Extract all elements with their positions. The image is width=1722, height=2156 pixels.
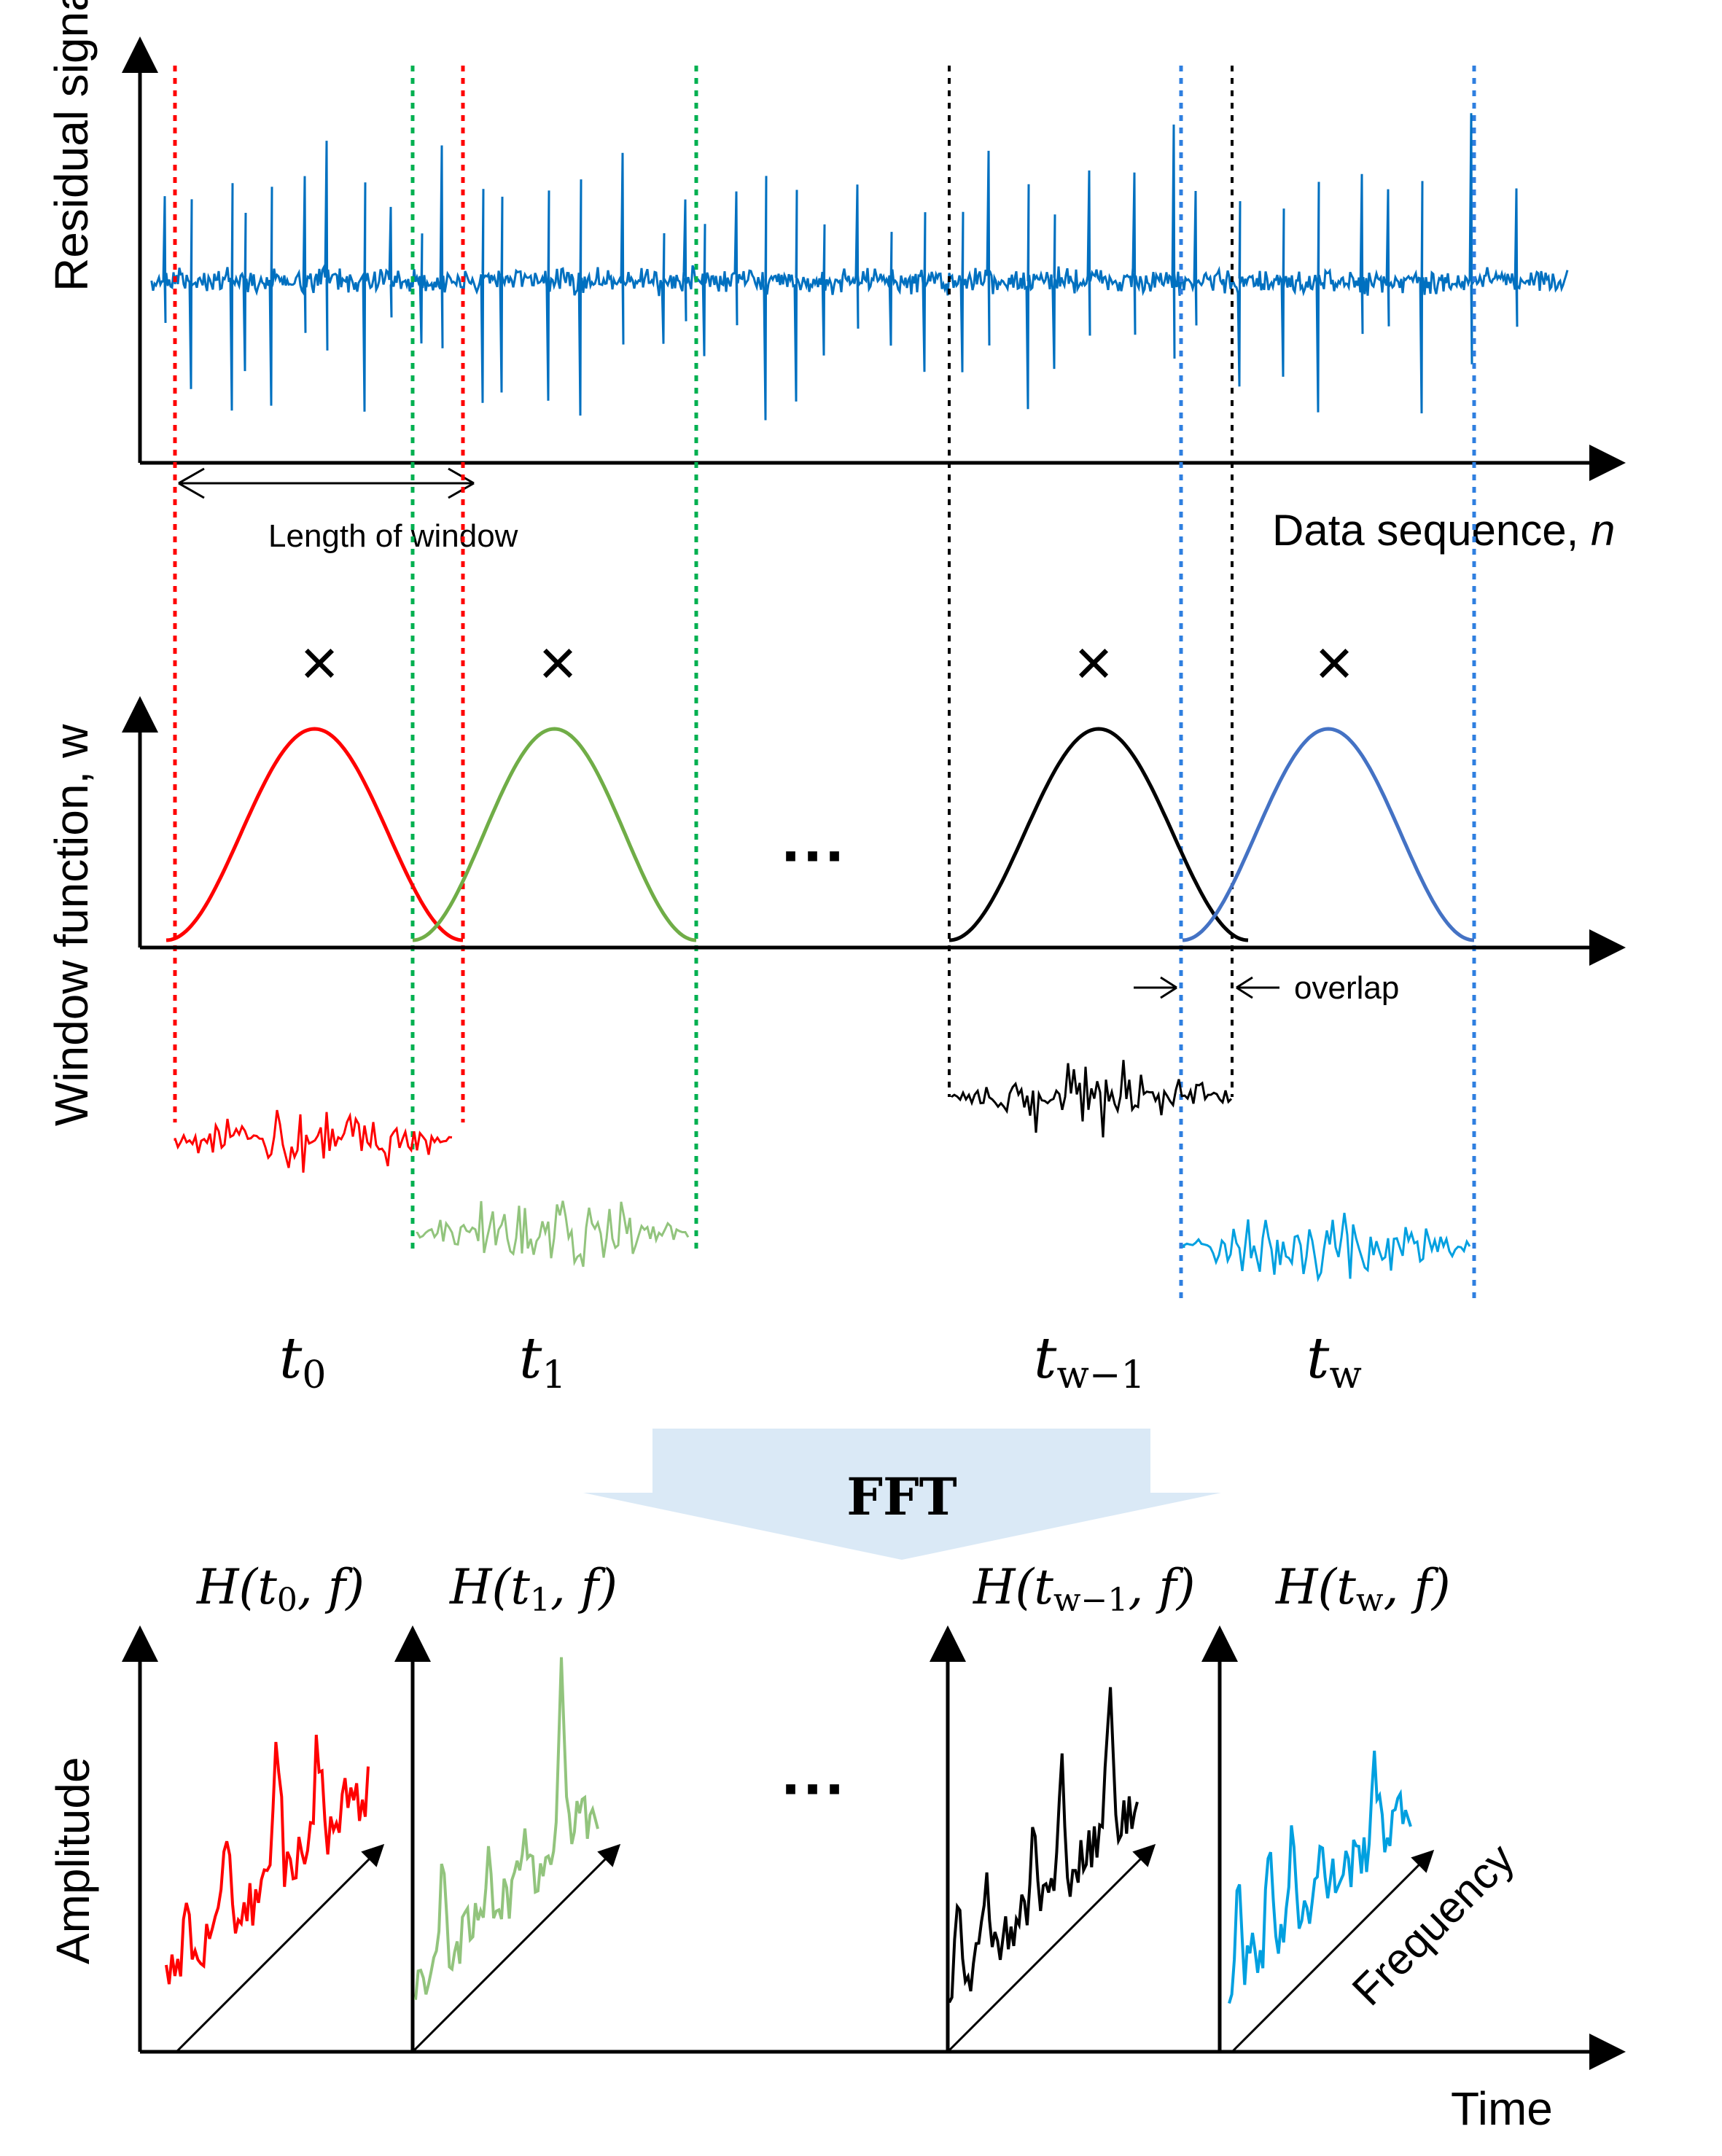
spectrum-title-tw1-post: , f) xyxy=(1128,1559,1195,1615)
spectrum-title-t0-pre: H( xyxy=(196,1559,259,1615)
time-label-tw: tw xyxy=(1306,1326,1362,1397)
spectra-panel: Time Amplitude ··· Frequency H(t0, f) H(… xyxy=(47,1559,1626,2135)
multiply-symbol-t1: × xyxy=(539,627,577,700)
spectrum-t0 xyxy=(165,1735,370,1985)
residual-panel: Residual signal, e Data sequence, n Leng… xyxy=(45,0,1626,555)
segment-t0 xyxy=(174,1109,453,1173)
residual-y-label: Residual signal, e xyxy=(45,0,98,292)
overlap-arrowhead-right xyxy=(1236,976,1253,999)
multiply-symbol-t0: × xyxy=(300,627,339,700)
spectrum-title-t1: H(t1, f) xyxy=(449,1559,617,1619)
time-label-t1: t1 xyxy=(519,1326,566,1397)
overlap-label: overlap xyxy=(1294,970,1399,1006)
frequency-axis-tw1 xyxy=(946,1843,1156,2053)
spectrum-title-tw: H(tw, f) xyxy=(1275,1559,1451,1619)
frequency-axis-t0 xyxy=(175,1843,385,2053)
spectrum-title-tw-t: t xyxy=(1336,1559,1356,1615)
time-label-tw1: tw−1 xyxy=(1034,1326,1145,1397)
spectrum-title-tw-pre: H( xyxy=(1275,1559,1338,1615)
frequency-axis-t1 xyxy=(411,1843,621,2053)
spectra-ellipsis: ··· xyxy=(782,1753,847,1826)
spectrum-title-t1-t: t xyxy=(510,1559,530,1615)
time-axis-label: Time xyxy=(1451,2082,1553,2135)
frequency-axis-tw xyxy=(1231,1849,1435,2053)
spectrum-title-t0-t: t xyxy=(257,1559,277,1615)
segment-t1 xyxy=(416,1200,690,1268)
spectrum-title-t1-pre: H( xyxy=(449,1559,512,1615)
spectrum-title-t0-sub: 0 xyxy=(277,1582,297,1619)
amplitude-label: Amplitude xyxy=(47,1757,99,1964)
spectrum-title-tw-post: , f) xyxy=(1384,1559,1451,1615)
spectrum-title-tw-sub: w xyxy=(1356,1582,1384,1619)
hann-window-tw1 xyxy=(948,727,1249,942)
spectrum-t1 xyxy=(414,1657,599,2000)
spectrum-title-tw1-t: t xyxy=(1034,1559,1053,1615)
residual-x-label-var: n xyxy=(1591,506,1615,555)
time-label-t0: t0 xyxy=(279,1326,326,1397)
windowed-segments xyxy=(174,1060,1471,1283)
spectrum-title-tw1-sub: w−1 xyxy=(1053,1582,1129,1619)
fft-arrow-shape xyxy=(583,1429,1221,1560)
fft-arrow: FFT xyxy=(583,1429,1221,1560)
residual-signal-trace xyxy=(150,113,1569,421)
fft-label: FFT xyxy=(846,1466,957,1527)
spectrum-title-t0-post: , f) xyxy=(297,1559,365,1615)
spectrum-title-t0: H(t0, f) xyxy=(196,1559,365,1619)
window-length-arrowhead-left xyxy=(178,467,205,499)
segment-tw1 xyxy=(950,1060,1233,1138)
time-labels: t0 t1 tw−1 tw xyxy=(279,1326,1362,1397)
hann-window-t0 xyxy=(165,727,464,942)
hann-window-tw xyxy=(1182,727,1475,942)
spectrum-title-t1-sub: 1 xyxy=(530,1582,550,1619)
window-y-label: Window function, w xyxy=(45,724,98,1126)
spectrum-tw xyxy=(1228,1750,1412,2004)
spectrum-tw1 xyxy=(948,1687,1139,2004)
spectrum-title-tw1-pre: H( xyxy=(973,1559,1035,1615)
segment-tw xyxy=(1183,1212,1471,1283)
frequency-label: Frequency xyxy=(1343,1834,1524,2015)
overlap-arrowhead-left xyxy=(1160,976,1177,999)
window-ellipsis: ··· xyxy=(782,820,847,893)
spectrum-title-tw1: H(tw−1, f) xyxy=(973,1559,1196,1619)
spectrum-title-t1-post: , f) xyxy=(550,1559,617,1615)
residual-x-label: Data sequence, n xyxy=(1272,506,1615,555)
window-panel: Window function, w × × × × ··· overlap xyxy=(45,627,1626,1126)
multiply-symbol-tw1: × xyxy=(1075,627,1113,700)
window-length-label: Length of window xyxy=(268,518,518,554)
multiply-symbol-tw: × xyxy=(1315,627,1354,700)
residual-x-label-text: Data sequence, xyxy=(1272,506,1591,555)
hann-window-t1 xyxy=(412,727,697,942)
